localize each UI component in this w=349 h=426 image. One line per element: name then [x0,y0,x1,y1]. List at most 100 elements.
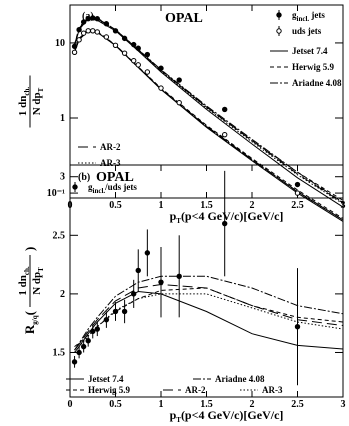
y-tick-label: 10⁻¹ [47,188,65,199]
data-point [94,326,101,332]
model-curve [74,290,344,353]
y-label-numerator-part: 1 dn [17,96,29,117]
data-point [144,69,151,75]
legend-label: Ariadne 4.08 [292,78,342,88]
data-point [103,34,110,40]
data-point [131,291,137,297]
y-label-suffix: ) [22,247,37,251]
legend-label: Ariadne 4.08 [215,374,265,384]
legend-label: gincl. jets [292,10,325,23]
data-point [80,19,87,25]
y-tick-label: 2 [60,289,65,300]
x-axis-label-part: p [170,408,177,422]
y-tick-label: 3 [60,172,65,183]
x-axis-label-part: p [170,209,177,223]
data-point [144,250,151,256]
x-tick-label: 0.5 [109,200,122,211]
y-tick-label: 2.5 [53,230,66,241]
legend-label: AR-2 [100,142,121,152]
y-label-denominator-part: T [37,267,45,272]
data-point [112,308,119,315]
x-tick-label: 2 [250,200,255,211]
data-point [158,85,164,91]
legend-label: AR-3 [100,158,121,168]
data-point [121,50,128,56]
legend-label: Herwig 5.9 [292,62,334,72]
data-point [135,62,141,68]
data-point [121,308,128,315]
legend-label-part: incl. [93,187,106,195]
data-point [176,99,182,106]
data-point [90,15,96,21]
x-axis-label-part: (p<4 GeV/c)[GeV/c] [181,408,283,422]
x-tick-label: 1 [159,399,164,410]
y-label-numerator-part: 1 dn [17,275,29,296]
legend-label: Herwig 5.9 [88,385,130,395]
data-point [176,77,182,83]
data-point [294,323,301,330]
y-label-numerator: 1 dnch. [17,266,31,296]
data-point [94,29,101,35]
x-tick-label: 2.5 [291,399,304,410]
y-tick-label: 10 [55,38,65,49]
data-point [121,35,128,42]
data-point [71,359,78,365]
data-point [112,28,119,34]
x-tick-label: 0 [68,399,73,410]
panel-title: OPAL [165,11,203,26]
data-point [158,65,164,71]
y-label-numerator: 1 dnch. [17,87,31,117]
y-axis-label: Rg/q() 1 dnch.N dpT [17,247,45,334]
data-point [85,16,91,22]
y-tick-label: 1.5 [53,347,66,358]
data-point [222,106,228,113]
data-point [112,42,119,48]
x-tick-label: 3 [341,399,346,410]
y-label-denominator-part: N dp [31,92,43,115]
data-point [103,21,110,27]
data-point [85,338,91,344]
data-point [294,181,301,188]
y-label-prefix-part: ( [22,311,37,315]
data-point [103,316,110,323]
legend-marker [72,184,78,190]
data-point [294,190,301,196]
data-point [135,45,141,51]
legend-label-part: incl. [297,15,310,23]
data-point [76,27,82,33]
y-label-prefix-part: R [22,324,37,334]
legend-label: gincl./uds jets [88,182,137,195]
legend-label-part: /uds jets [104,182,137,192]
y-label-numerator-part: ch. [23,87,31,96]
x-axis-label: pT(p<4 GeV/c)[GeV/c] [170,408,284,424]
legend-label: AR-3 [262,385,283,395]
panel-title: OPAL [96,170,134,185]
y-tick-label: 1 [60,113,65,124]
x-tick-label: 1 [159,200,164,211]
data-point [71,43,78,50]
data-point [158,279,164,285]
data-point [144,51,151,58]
x-tick-label: 1.5 [200,399,213,410]
legend-marker [276,12,282,18]
model-curve [74,293,344,353]
data-point [90,328,96,335]
legend-marker [276,28,282,34]
legend-label: uds jets [292,26,322,36]
y-label-numerator-part: ch. [23,266,31,275]
x-tick-label: 2 [250,399,255,410]
legend-label-part: jets [309,10,325,20]
data-point [131,41,137,48]
legend-label: AR-2 [185,385,206,395]
data-point [76,37,82,43]
legend-label: Jetset 7.4 [88,374,124,384]
x-tick-label: 2.5 [291,200,304,211]
x-axis-label-part: (p<4 GeV/c)[GeV/c] [181,209,283,223]
legend-label-part: g [292,10,297,20]
y-label-denominator: N dpT [31,87,45,115]
data-point [76,349,82,356]
x-axis-label-part: T [176,416,181,424]
legend-label-part: g [88,182,93,192]
x-tick-label: 1.5 [200,200,213,211]
